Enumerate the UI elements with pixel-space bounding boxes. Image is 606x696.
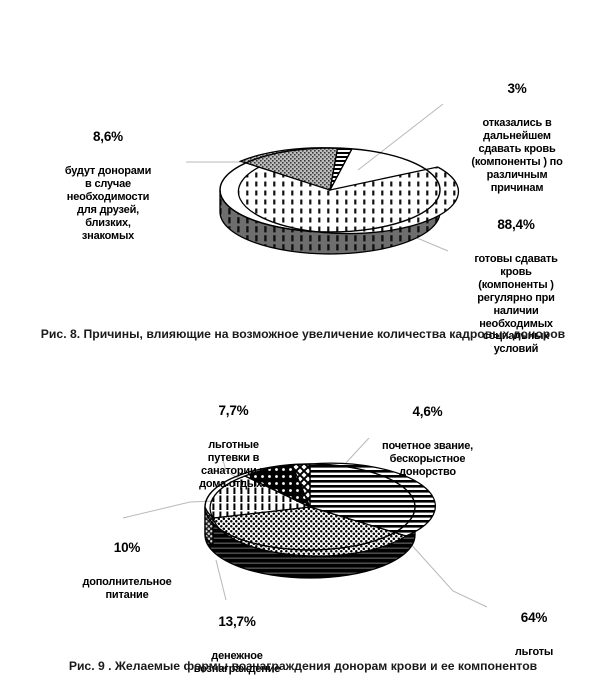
callout-9-top-left: 7,7% льготные путевки в санатории и дома… — [152, 384, 315, 509]
callout-8-top-right-description: отказались в дальнейшем сдавать кровь (к… — [471, 116, 563, 194]
callout-8-bottom-right: 88,4% готовы сдавать кровь (компоненты )… — [440, 198, 592, 375]
callout-9-right: 64% льготы — [478, 591, 590, 678]
callout-8-bottom-right-percent: 88,4% — [497, 216, 535, 232]
callout-9-bottom-left-percent: 13,7% — [218, 613, 256, 629]
callout-8-left-description: будут донорами в случае необходимости дл… — [64, 164, 152, 242]
figure-8-chart-area: 8,6% будут донорами в случае необходимос… — [0, 0, 606, 356]
callout-8-top-right-percent: 3% — [507, 80, 527, 96]
pie-9-slice-64 — [309, 462, 436, 537]
pie-9-slice-10 — [209, 475, 313, 519]
callout-8-left-percent: 8,6% — [93, 128, 123, 144]
callout-9-bottom-left: 13,7% денежное вознаграждение — [148, 595, 326, 694]
callout-9-left-description: дополнительное питание — [82, 575, 172, 601]
figure-8-caption: Рис. 8. Причины, влияющие на возможное у… — [40, 327, 566, 341]
callout-9-left: 10% дополнительное питание — [38, 521, 216, 620]
figure-9: 7,7% льготные путевки в санатории и дома… — [0, 375, 606, 696]
leader-line-9-bottom-left — [215, 559, 227, 601]
pie-chart-8 — [186, 103, 460, 255]
callout-9-bottom-left-description: денежное вознаграждение — [193, 649, 281, 675]
callout-9-top-right-description: почетное звание, бескорыстное донорство — [382, 439, 473, 478]
callout-8-left: 8,6% будут донорами в случае необходимос… — [24, 110, 192, 261]
pie-8-top-outline — [219, 147, 441, 233]
callout-9-top-left-description: льготные путевки в санатории и дома отды… — [199, 438, 268, 490]
callout-8-top-right: 3% отказались в дальнейшем сдавать кровь… — [434, 62, 600, 213]
callout-9-right-percent: 64% — [520, 609, 548, 625]
leader-line-9-right — [407, 540, 488, 608]
pie-9-body — [204, 462, 436, 579]
callout-9-top-right: 4,6% почетное звание, бескорыстное донор… — [340, 385, 515, 497]
callout-9-top-left-percent: 7,7% — [218, 402, 249, 418]
figure-9-chart-area: 7,7% льготные путевки в санатории и дома… — [0, 375, 606, 675]
figure-8: 8,6% будут донорами в случае необходимос… — [0, 0, 606, 356]
callout-9-left-percent: 10% — [113, 539, 141, 555]
leader-line-8-top-right — [357, 103, 444, 171]
pie-chart-9 — [122, 437, 488, 608]
pie-8-body — [219, 147, 460, 255]
callout-8-bottom-right-description: готовы сдавать кровь (компоненты ) регул… — [474, 252, 558, 356]
figure-9-caption: Рис. 9 . Желаемые формы вознаграждения д… — [68, 659, 538, 673]
callout-9-right-description: льготы — [514, 645, 554, 658]
callout-9-top-right-percent: 4,6% — [412, 403, 443, 419]
pie-9-top-outline — [204, 463, 416, 551]
